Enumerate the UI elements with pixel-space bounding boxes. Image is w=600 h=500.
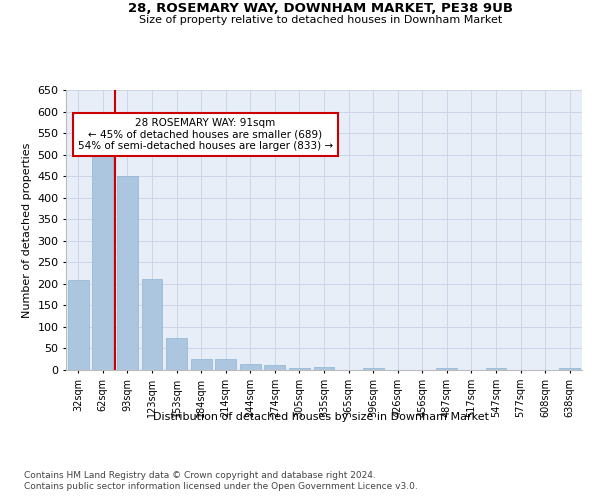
Bar	[142, 278, 163, 370]
Bar	[240, 364, 261, 370]
Bar	[362, 368, 383, 370]
Text: Size of property relative to detached houses in Downham Market: Size of property relative to detached ho…	[139, 15, 503, 25]
Bar	[559, 368, 580, 370]
Text: Contains public sector information licensed under the Open Government Licence v3: Contains public sector information licen…	[24, 482, 418, 491]
Bar	[485, 368, 506, 370]
Bar	[68, 280, 89, 370]
Text: Contains HM Land Registry data © Crown copyright and database right 2024.: Contains HM Land Registry data © Crown c…	[24, 471, 376, 480]
Bar	[215, 359, 236, 370]
Bar	[289, 368, 310, 370]
Text: 28, ROSEMARY WAY, DOWNHAM MARKET, PE38 9UB: 28, ROSEMARY WAY, DOWNHAM MARKET, PE38 9…	[128, 2, 514, 16]
Text: Distribution of detached houses by size in Downham Market: Distribution of detached houses by size …	[153, 412, 489, 422]
Bar	[92, 142, 113, 370]
Bar	[191, 359, 212, 370]
Text: 28 ROSEMARY WAY: 91sqm
← 45% of detached houses are smaller (689)
54% of semi-de: 28 ROSEMARY WAY: 91sqm ← 45% of detached…	[78, 118, 333, 151]
Y-axis label: Number of detached properties: Number of detached properties	[22, 142, 32, 318]
Bar	[265, 366, 286, 370]
Bar	[166, 338, 187, 370]
Bar	[314, 367, 334, 370]
Bar	[436, 368, 457, 370]
Bar	[117, 176, 138, 370]
